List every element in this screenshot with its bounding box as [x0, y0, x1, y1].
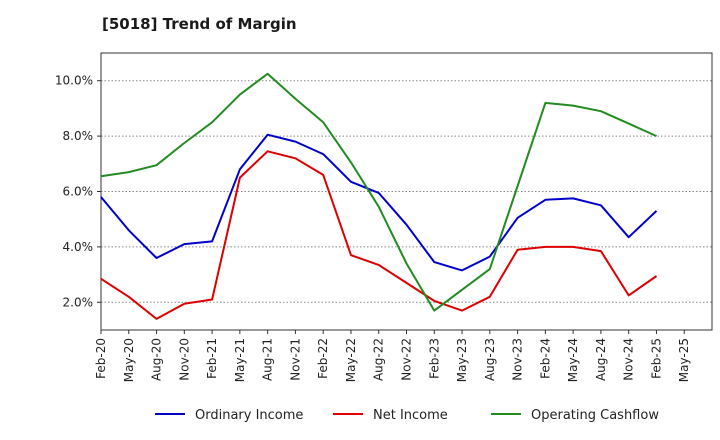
- x-tick-label: Feb-25: [649, 338, 663, 379]
- x-tick-label: May-24: [566, 338, 580, 382]
- x-tick-label: Aug-23: [483, 338, 497, 381]
- x-tick-label: Feb-23: [427, 338, 441, 379]
- grid-lines: [101, 80, 712, 303]
- y-axis: 2.0% 4.0% 6.0% 8.0% 10.0%: [55, 74, 101, 309]
- y-tick-label: 8.0%: [63, 129, 94, 143]
- x-tick-label: Aug-21: [261, 338, 275, 381]
- x-tick-label: Nov-24: [622, 338, 636, 381]
- chart-title: [5018] Trend of Margin: [102, 15, 297, 33]
- y-tick-label: 2.0%: [63, 295, 94, 309]
- x-tick-label: Nov-22: [400, 338, 414, 381]
- series-line-operating-cashflow: [100, 72, 657, 312]
- x-tick-label: Aug-24: [594, 338, 608, 381]
- x-tick-label: Feb-22: [316, 338, 330, 379]
- x-tick-label: Nov-23: [511, 338, 525, 381]
- legend-label-operating-cashflow: Operating Cashflow: [531, 408, 659, 423]
- x-tick-label: May-25: [677, 338, 691, 382]
- x-tick-label: Nov-21: [288, 338, 302, 381]
- legend-label-ordinary-income: Ordinary Income: [195, 408, 303, 423]
- x-tick-label: Feb-24: [538, 338, 552, 379]
- y-tick-label: 10.0%: [55, 74, 93, 88]
- x-tick-label: Nov-20: [177, 338, 191, 381]
- legend-label-net-income: Net Income: [373, 408, 448, 423]
- y-tick-label: 6.0%: [63, 185, 94, 199]
- x-tick-label: May-22: [344, 338, 358, 382]
- x-tick-label: Feb-20: [94, 338, 108, 379]
- x-tick-label: May-23: [455, 338, 469, 382]
- y-tick-label: 4.0%: [63, 240, 94, 254]
- x-tick-label: Aug-20: [150, 338, 164, 381]
- series-line-ordinary-income: [100, 133, 658, 272]
- x-tick-label: Feb-21: [205, 338, 219, 379]
- x-tick-label: Aug-22: [372, 338, 386, 381]
- x-axis: Feb-20 May-20 Aug-20 Nov-20 Feb-21 May-21 Aug-…: [94, 330, 691, 382]
- x-tick-label: May-21: [233, 338, 247, 382]
- series-line-net-income: [100, 150, 658, 320]
- x-tick-label: May-20: [122, 338, 136, 382]
- series-lines: [100, 72, 658, 320]
- legend: Ordinary Income Net Income Operating Cashf…: [155, 408, 659, 423]
